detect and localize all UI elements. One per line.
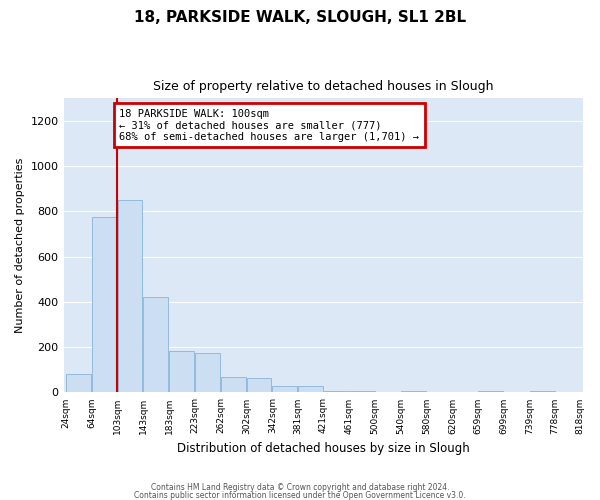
Text: Contains public sector information licensed under the Open Government Licence v3: Contains public sector information licen…	[134, 490, 466, 500]
Bar	[143, 298, 169, 392]
Bar	[221, 376, 245, 392]
Title: Size of property relative to detached houses in Slough: Size of property relative to detached ho…	[153, 80, 493, 93]
Y-axis label: Number of detached properties: Number of detached properties	[15, 158, 25, 333]
Text: 18 PARKSIDE WALK: 100sqm
← 31% of detached houses are smaller (777)
68% of semi-: 18 PARKSIDE WALK: 100sqm ← 31% of detach…	[119, 108, 419, 142]
Bar	[272, 386, 298, 392]
Bar	[92, 217, 117, 392]
Bar	[298, 386, 323, 392]
Text: 18, PARKSIDE WALK, SLOUGH, SL1 2BL: 18, PARKSIDE WALK, SLOUGH, SL1 2BL	[134, 10, 466, 25]
Bar	[66, 374, 91, 392]
Bar	[169, 350, 194, 393]
Text: Contains HM Land Registry data © Crown copyright and database right 2024.: Contains HM Land Registry data © Crown c…	[151, 484, 449, 492]
Bar	[196, 353, 220, 393]
X-axis label: Distribution of detached houses by size in Slough: Distribution of detached houses by size …	[177, 442, 470, 455]
Bar	[118, 200, 142, 392]
Bar	[247, 378, 271, 392]
